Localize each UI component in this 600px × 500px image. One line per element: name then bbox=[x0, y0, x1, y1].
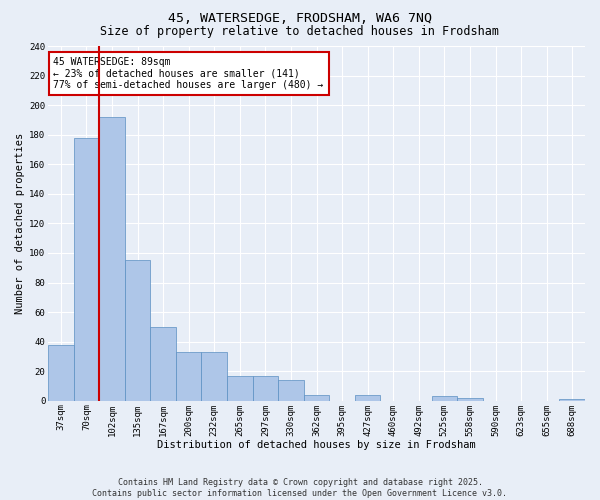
Bar bbox=[253, 376, 278, 401]
Bar bbox=[431, 396, 457, 401]
Bar bbox=[48, 344, 74, 401]
Bar bbox=[99, 117, 125, 401]
Bar bbox=[559, 400, 585, 401]
Y-axis label: Number of detached properties: Number of detached properties bbox=[15, 133, 25, 314]
Text: Contains HM Land Registry data © Crown copyright and database right 2025.
Contai: Contains HM Land Registry data © Crown c… bbox=[92, 478, 508, 498]
Bar bbox=[125, 260, 151, 401]
Bar bbox=[278, 380, 304, 401]
Bar bbox=[227, 376, 253, 401]
Bar bbox=[355, 395, 380, 401]
Bar bbox=[202, 352, 227, 401]
Bar bbox=[151, 327, 176, 401]
Text: 45 WATERSEDGE: 89sqm
← 23% of detached houses are smaller (141)
77% of semi-deta: 45 WATERSEDGE: 89sqm ← 23% of detached h… bbox=[53, 56, 323, 90]
Bar bbox=[457, 398, 483, 401]
Bar bbox=[176, 352, 202, 401]
X-axis label: Distribution of detached houses by size in Frodsham: Distribution of detached houses by size … bbox=[157, 440, 476, 450]
Text: Size of property relative to detached houses in Frodsham: Size of property relative to detached ho… bbox=[101, 25, 499, 38]
Text: 45, WATERSEDGE, FRODSHAM, WA6 7NQ: 45, WATERSEDGE, FRODSHAM, WA6 7NQ bbox=[168, 12, 432, 26]
Bar bbox=[74, 138, 99, 401]
Bar bbox=[304, 395, 329, 401]
